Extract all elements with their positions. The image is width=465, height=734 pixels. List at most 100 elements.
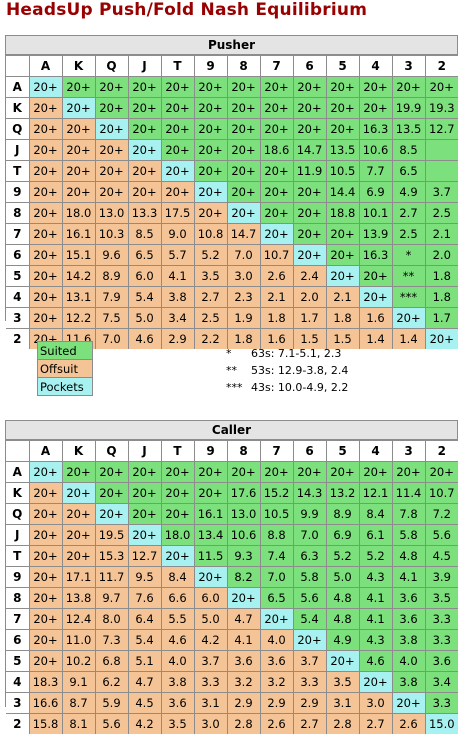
range-cell: 7.2 xyxy=(425,504,458,525)
range-cell: 1.8 xyxy=(326,308,359,329)
range-cell: 5.6 xyxy=(95,714,128,734)
range-cell: 7.5 xyxy=(95,308,128,329)
range-cell: 20+ xyxy=(161,546,194,567)
range-cell: 20+ xyxy=(95,119,128,140)
range-cell: 11.0 xyxy=(62,630,95,651)
range-cell: 20+ xyxy=(293,119,326,140)
range-cell: 20+ xyxy=(62,140,95,161)
range-cell: 5.4 xyxy=(128,630,161,651)
column-header: 4 xyxy=(359,441,392,462)
range-cell: 5.4 xyxy=(128,287,161,308)
column-header: 6 xyxy=(293,56,326,77)
range-cell: 3.6 xyxy=(425,651,458,672)
range-cell: 20+ xyxy=(29,651,62,672)
range-cell: 20+ xyxy=(227,140,260,161)
row-header: A xyxy=(6,462,29,483)
range-cell: 18.6 xyxy=(260,140,293,161)
range-cell: 19.9 xyxy=(392,98,425,119)
range-cell: 2.5 xyxy=(194,308,227,329)
range-cell: 4.7 xyxy=(128,672,161,693)
range-cell: 20+ xyxy=(29,525,62,546)
range-cell: 20+ xyxy=(128,98,161,119)
range-cell: 20+ xyxy=(326,462,359,483)
range-cell: 3.0 xyxy=(227,266,260,287)
range-cell: *** xyxy=(392,287,425,308)
row-header: J xyxy=(6,140,29,161)
range-cell: 10.2 xyxy=(62,651,95,672)
range-cell: 8.9 xyxy=(326,504,359,525)
range-cell: 20+ xyxy=(194,161,227,182)
range-cell: 20+ xyxy=(128,483,161,504)
range-cell: 10.5 xyxy=(260,504,293,525)
row-header: 8 xyxy=(6,588,29,609)
row-header: 4 xyxy=(6,287,29,308)
range-cell: 13.2 xyxy=(326,483,359,504)
footnote: * 63s: 7.1-5.1, 2.3 xyxy=(226,345,348,362)
range-cell: 20+ xyxy=(326,224,359,245)
range-cell: 6.5 xyxy=(260,588,293,609)
range-cell: 10.6 xyxy=(227,525,260,546)
range-cell: 7.7 xyxy=(359,161,392,182)
range-cell: 8.1 xyxy=(62,714,95,734)
column-header: T xyxy=(161,56,194,77)
range-cell: 2.6 xyxy=(392,714,425,734)
range-cell: 20+ xyxy=(194,119,227,140)
range-cell: 20+ xyxy=(161,161,194,182)
range-cell: 7.3 xyxy=(95,630,128,651)
range-cell: 4.1 xyxy=(161,266,194,287)
column-header: A xyxy=(29,56,62,77)
range-cell: 1.8 xyxy=(260,308,293,329)
range-cell: 20+ xyxy=(326,77,359,98)
range-cell: 6.9 xyxy=(359,182,392,203)
range-cell: 3.7 xyxy=(293,651,326,672)
row-header: 7 xyxy=(6,609,29,630)
range-cell: 20+ xyxy=(194,567,227,588)
range-cell: 20+ xyxy=(29,567,62,588)
row-header: 3 xyxy=(6,693,29,714)
range-cell: 1.7 xyxy=(293,308,326,329)
range-cell: 4.1 xyxy=(227,630,260,651)
range-cell: 4.2 xyxy=(128,714,161,734)
row-header: T xyxy=(6,546,29,567)
range-cell: 9.0 xyxy=(161,224,194,245)
row-header: 2 xyxy=(6,714,29,734)
range-cell: 7.0 xyxy=(227,245,260,266)
range-cell: 20+ xyxy=(227,588,260,609)
range-cell: 4.6 xyxy=(128,329,161,350)
range-cell: 20+ xyxy=(29,630,62,651)
range-cell: 4.1 xyxy=(359,609,392,630)
range-cell: 4.6 xyxy=(161,630,194,651)
range-cell: 20+ xyxy=(260,203,293,224)
range-cell: 14.2 xyxy=(62,266,95,287)
corner-cell xyxy=(6,56,29,77)
range-cell: 14.3 xyxy=(293,483,326,504)
range-cell: 20+ xyxy=(95,462,128,483)
range-cell: 20+ xyxy=(260,77,293,98)
range-cell: 20+ xyxy=(392,462,425,483)
footnote: ** 53s: 12.9-3.8, 2.4 xyxy=(226,362,348,379)
range-cell: 20+ xyxy=(194,483,227,504)
range-cell: 20+ xyxy=(392,77,425,98)
range-cell: 2.4 xyxy=(293,266,326,287)
range-cell: 20+ xyxy=(161,98,194,119)
range-cell: 20+ xyxy=(62,483,95,504)
range-cell: 20+ xyxy=(293,203,326,224)
column-header: 7 xyxy=(260,56,293,77)
range-cell: 20+ xyxy=(293,77,326,98)
range-cell: 2.1 xyxy=(326,287,359,308)
range-cell: 8.9 xyxy=(95,266,128,287)
range-cell: 20+ xyxy=(95,77,128,98)
range-cell: 2.6 xyxy=(260,266,293,287)
range-cell: 9.7 xyxy=(95,588,128,609)
range-cell: 20+ xyxy=(29,308,62,329)
range-cell: 2.1 xyxy=(260,287,293,308)
range-cell: 13.4 xyxy=(194,525,227,546)
column-header: 8 xyxy=(227,441,260,462)
range-cell: * xyxy=(392,245,425,266)
